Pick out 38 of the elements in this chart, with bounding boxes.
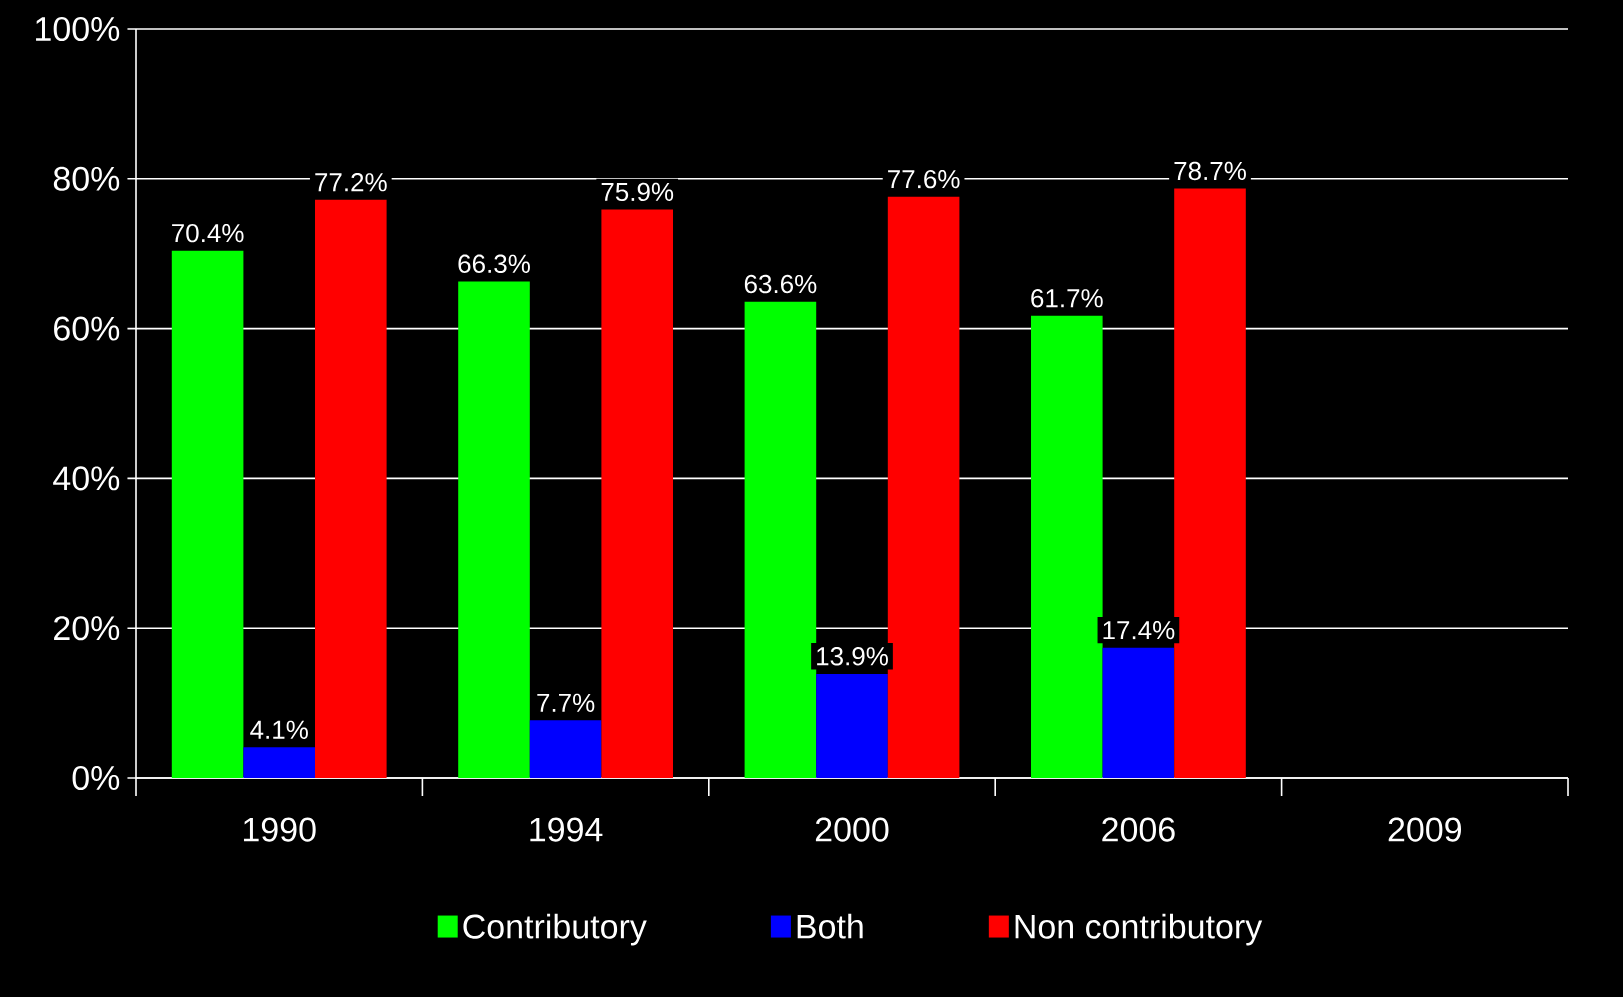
legend-label: Both bbox=[797, 913, 863, 939]
x-tick-label: 2006 bbox=[1102, 817, 1175, 842]
bar bbox=[1102, 647, 1175, 778]
data-label: 63.6% bbox=[744, 274, 817, 294]
bar bbox=[601, 209, 674, 778]
data-label: 77.2% bbox=[315, 173, 387, 192]
y-tick-label: 40% bbox=[53, 466, 120, 491]
data-label: 70.4% bbox=[172, 223, 244, 243]
bar bbox=[1174, 188, 1246, 778]
data-label: 4.1% bbox=[250, 720, 308, 739]
data-label: 17.4% bbox=[1103, 621, 1175, 640]
legend-label: Non contributory bbox=[1015, 913, 1263, 946]
data-label: 78.7% bbox=[1174, 161, 1246, 181]
data-label: 7.7% bbox=[537, 693, 595, 712]
bar bbox=[315, 199, 387, 778]
bar bbox=[887, 196, 960, 778]
bar bbox=[1031, 315, 1103, 778]
y-tick-label: 80% bbox=[53, 166, 120, 191]
bar bbox=[243, 747, 316, 778]
data-label: 75.9% bbox=[601, 182, 674, 202]
data-label: 77.6% bbox=[888, 169, 960, 189]
data-label: 61.7% bbox=[1031, 289, 1103, 308]
y-tick-label: 0% bbox=[72, 765, 120, 791]
x-tick-label: 1990 bbox=[243, 817, 316, 842]
x-tick-label: 2009 bbox=[1388, 817, 1462, 842]
bar bbox=[529, 720, 602, 778]
y-tick-label: 100% bbox=[36, 16, 120, 42]
y-tick-label: 20% bbox=[54, 616, 120, 641]
y-tick-label: 60% bbox=[54, 316, 120, 341]
legend-label: Contributory bbox=[463, 913, 647, 946]
bar bbox=[458, 281, 530, 778]
data-label: 66.3% bbox=[458, 254, 530, 273]
bar bbox=[816, 673, 888, 778]
data-label: 13.9% bbox=[817, 647, 888, 666]
x-tick-label: 1994 bbox=[530, 817, 603, 842]
bar bbox=[171, 250, 244, 778]
x-tick-label: 2000 bbox=[815, 817, 889, 842]
bar bbox=[744, 301, 817, 778]
